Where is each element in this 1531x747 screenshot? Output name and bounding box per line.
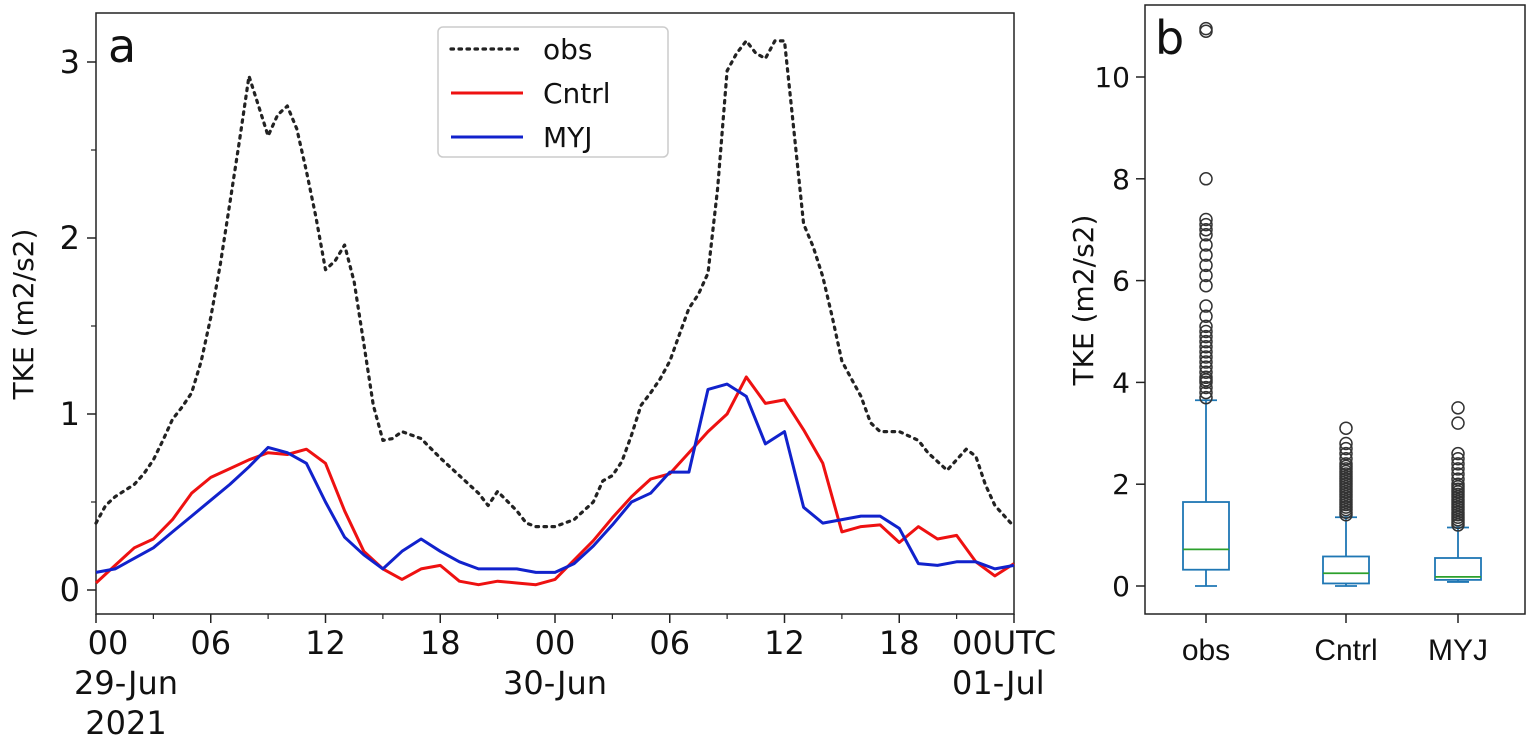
box-obs-outlier	[1199, 258, 1213, 273]
panel-a-ytick-label: 2	[60, 219, 80, 257]
box-myj-outlier	[1451, 477, 1465, 491]
panel-a-xtick-label: 30-Jun	[503, 664, 607, 702]
panel-a-xtick-label: 18	[420, 624, 461, 662]
box-obs-outlier	[1199, 217, 1213, 232]
panel-a-ylabel: TKE (m2/s2)	[7, 229, 40, 401]
box-obs-outlier	[1199, 238, 1213, 252]
box-obs-outlier	[1199, 345, 1213, 359]
box-myj-body	[1434, 557, 1482, 581]
panel-b-ytick-label: 0	[1112, 570, 1130, 603]
panel-a-ytick-label: 3	[60, 43, 80, 81]
box-cntrl-outlier	[1339, 446, 1353, 461]
box-obs-outlier	[1199, 370, 1213, 385]
box-obs-outlier	[1199, 309, 1213, 323]
panel-a-xtick-label: 29-Jun	[74, 664, 178, 702]
box-obs-outlier	[1199, 172, 1213, 186]
box-myj-outlier	[1451, 446, 1465, 461]
legend-box	[437, 26, 669, 158]
box-obs-outlier	[1199, 268, 1213, 283]
box-cntrl-outlier	[1339, 441, 1353, 456]
panel-b-category-label: Cntrl	[1314, 634, 1377, 667]
box-obs-outlier	[1199, 355, 1213, 369]
box-obs-outlier	[1199, 329, 1213, 344]
box-obs-outlier	[1199, 278, 1213, 293]
box-myj-outlier	[1451, 472, 1465, 486]
box-obs-outlier	[1199, 350, 1213, 364]
panel-b-letter: b	[1155, 11, 1184, 65]
box-myj-outlier	[1451, 401, 1465, 415]
legend-label-cntrl: Cntrl	[543, 77, 611, 110]
panel-b-frame	[1144, 4, 1526, 615]
panel-a-xtick-label: 2021	[85, 704, 166, 742]
panel-b-ytick-label: 2	[1112, 468, 1130, 501]
panel-b-ytick-label: 8	[1112, 163, 1130, 196]
panel-a-xtick-label: 12	[305, 624, 346, 662]
box-cntrl-outlier	[1339, 457, 1353, 471]
box-myj-outlier	[1451, 452, 1465, 466]
box-obs-outlier	[1199, 324, 1213, 339]
panel-a-ytick-label: 1	[60, 395, 80, 433]
box-myj-outlier	[1451, 416, 1465, 430]
box-obs-outlier	[1199, 360, 1213, 374]
panel-a-xtick-label: 06	[190, 624, 231, 662]
panel-a-xtick-label: 06	[649, 624, 690, 662]
box-cntrl-outlier	[1339, 421, 1353, 435]
box-myj-outlier	[1451, 457, 1465, 471]
box-obs-outlier	[1199, 228, 1213, 242]
box-obs-outlier	[1199, 365, 1213, 379]
panel-b-ylabel: TKE (m2/s2)	[1067, 215, 1100, 387]
box-obs-outlier	[1199, 248, 1213, 262]
box-obs-outlier	[1199, 319, 1213, 334]
series-myj-line	[95, 382, 1015, 574]
panel-a-xtick-label: 00UTC	[952, 624, 1056, 662]
box-cntrl-outlier	[1339, 436, 1353, 451]
box-obs-body	[1182, 501, 1230, 571]
box-obs-outlier	[1199, 340, 1213, 354]
panel-b-ytick-label: 4	[1112, 366, 1130, 399]
panel-b-category-label: obs	[1182, 634, 1230, 667]
box-cntrl-body	[1322, 555, 1370, 585]
box-cntrl-outlier	[1339, 452, 1353, 466]
legend-label-obs: obs	[543, 33, 593, 66]
panel-b-category-label: MYJ	[1428, 634, 1488, 667]
panel-a-xtick-label: 18	[879, 624, 920, 662]
box-obs-outlier	[1199, 212, 1213, 227]
box-obs-outlier	[1199, 222, 1213, 237]
box-obs-outlier	[1199, 334, 1213, 349]
panel-a-ytick-label: 0	[60, 571, 80, 609]
panel-a-xtick-label: 12	[764, 624, 805, 662]
box-obs-outlier	[1199, 21, 1213, 36]
panel-a-letter: a	[108, 19, 136, 73]
panel-a-xtick-label: 00	[88, 624, 129, 662]
box-obs-outlier	[1199, 299, 1213, 313]
series-obs-line	[94, 39, 1016, 529]
box-obs-outlier	[1199, 380, 1213, 395]
box-myj-outlier	[1451, 467, 1465, 481]
box-myj-outlier	[1451, 462, 1465, 476]
panel-a-xtick-label: 01-Jul	[952, 664, 1045, 702]
panel-b-ytick-label: 10	[1094, 61, 1130, 94]
panel-b-ytick-label: 6	[1112, 265, 1130, 298]
box-obs-outlier	[1199, 390, 1213, 405]
legend-label-myj: MYJ	[543, 121, 593, 154]
panel-a-xtick-label: 00	[535, 624, 576, 662]
series-cntrl-line	[94, 375, 1015, 587]
